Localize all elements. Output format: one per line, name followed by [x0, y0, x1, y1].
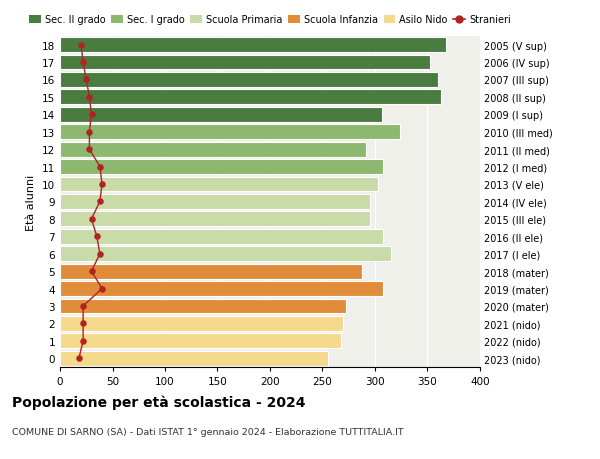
Bar: [60, 160, 383, 174]
Bar: [60, 281, 383, 297]
Bar: [60, 177, 378, 192]
Point: [95, 198, 105, 206]
Legend: Sec. II grado, Sec. I grado, Scuola Primaria, Scuola Infanzia, Asilo Nido, Stran: Sec. II grado, Sec. I grado, Scuola Prim…: [29, 15, 511, 25]
Point: [74, 355, 84, 362]
Bar: [60, 90, 441, 105]
Bar: [60, 316, 343, 331]
Point: [76, 42, 86, 49]
Bar: [60, 264, 362, 279]
Point: [78, 320, 88, 327]
Point: [85, 129, 94, 136]
Point: [86, 268, 96, 275]
Point: [82, 77, 91, 84]
Bar: [60, 247, 391, 262]
Bar: [60, 38, 446, 53]
Point: [95, 163, 105, 171]
Bar: [60, 351, 328, 366]
Point: [85, 146, 94, 153]
Point: [86, 216, 96, 223]
Bar: [60, 125, 400, 140]
Point: [97, 181, 107, 188]
Bar: [60, 334, 341, 348]
Bar: [60, 195, 370, 209]
Point: [92, 233, 101, 241]
Point: [78, 59, 88, 67]
Bar: [60, 212, 370, 227]
Bar: [60, 107, 382, 123]
Bar: [60, 230, 383, 244]
Bar: [60, 56, 430, 70]
Point: [97, 285, 107, 292]
Bar: [60, 299, 346, 313]
Point: [78, 337, 88, 345]
Point: [78, 302, 88, 310]
Point: [86, 112, 96, 119]
Point: [85, 94, 94, 101]
Bar: [60, 142, 365, 157]
Text: COMUNE DI SARNO (SA) - Dati ISTAT 1° gennaio 2024 - Elaborazione TUTTITALIA.IT: COMUNE DI SARNO (SA) - Dati ISTAT 1° gen…: [12, 427, 404, 436]
Point: [95, 251, 105, 258]
Y-axis label: Età alunni: Età alunni: [26, 174, 37, 230]
Bar: [60, 73, 438, 88]
Text: Popolazione per età scolastica - 2024: Popolazione per età scolastica - 2024: [12, 395, 305, 409]
